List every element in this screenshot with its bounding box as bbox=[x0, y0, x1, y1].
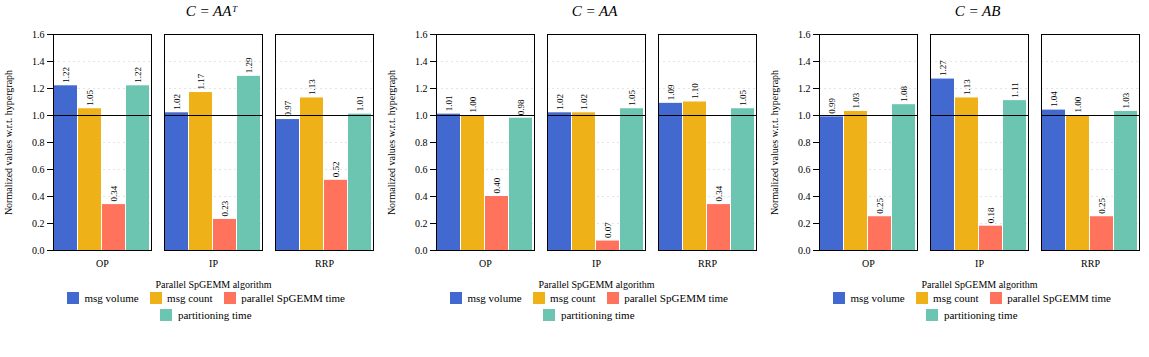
svg-text:1.00: 1.00 bbox=[468, 96, 478, 112]
svg-text:1.02: 1.02 bbox=[172, 94, 182, 110]
svg-text:RRP: RRP bbox=[315, 258, 334, 269]
svg-text:0.34: 0.34 bbox=[109, 185, 119, 201]
svg-text:1.6: 1.6 bbox=[415, 29, 428, 40]
svg-text:1.02: 1.02 bbox=[579, 94, 589, 110]
svg-text:0.2: 0.2 bbox=[798, 218, 811, 229]
svg-text:Parallel SpGEMM algorithm: Parallel SpGEMM algorithm bbox=[155, 279, 271, 290]
html-text:parallel SpGEMM time: parallel SpGEMM time bbox=[1007, 292, 1111, 305]
html-text:msg volume: msg volume bbox=[84, 292, 139, 305]
svg-text:1.04: 1.04 bbox=[1049, 91, 1059, 107]
svg-text:RRP: RRP bbox=[1081, 258, 1100, 269]
svg-text:0.25: 0.25 bbox=[875, 198, 885, 214]
svg-text:0.4: 0.4 bbox=[415, 191, 428, 202]
svg-text:0.52: 0.52 bbox=[331, 162, 341, 178]
html-text:C = AAᵀ: C = AAᵀ bbox=[185, 3, 238, 19]
html-text:C = AA: C = AA bbox=[571, 3, 618, 19]
svg-text:1.00: 1.00 bbox=[1073, 96, 1083, 112]
svg-text:RRP: RRP bbox=[698, 258, 717, 269]
html-text:msg count: msg count bbox=[933, 292, 979, 305]
svg-text:0.34: 0.34 bbox=[714, 185, 724, 201]
svg-text:1.05: 1.05 bbox=[738, 90, 748, 106]
svg-text:0.23: 0.23 bbox=[220, 200, 230, 216]
svg-text:OP: OP bbox=[862, 258, 875, 269]
html-text:msg count: msg count bbox=[550, 292, 596, 305]
svg-text:1.02: 1.02 bbox=[555, 94, 565, 110]
svg-text:1.2: 1.2 bbox=[798, 83, 811, 94]
svg-text:OP: OP bbox=[479, 258, 492, 269]
html-text:msg volume: msg volume bbox=[850, 292, 905, 305]
svg-text:1.03: 1.03 bbox=[851, 92, 861, 108]
html-text:partitioning time: partitioning time bbox=[560, 308, 635, 321]
svg-text:0.4: 0.4 bbox=[798, 191, 811, 202]
svg-text:1.11: 1.11 bbox=[1010, 82, 1020, 97]
svg-text:1.4: 1.4 bbox=[415, 56, 428, 67]
svg-text:0.98: 0.98 bbox=[516, 99, 526, 115]
svg-text:IP: IP bbox=[209, 258, 218, 269]
svg-text:0.2: 0.2 bbox=[32, 218, 45, 229]
svg-text:1.0: 1.0 bbox=[798, 110, 811, 121]
svg-text:0.40: 0.40 bbox=[492, 177, 502, 193]
svg-text:0.6: 0.6 bbox=[32, 164, 45, 175]
svg-text:0.99: 0.99 bbox=[827, 98, 837, 114]
svg-text:0.07: 0.07 bbox=[603, 222, 613, 238]
svg-text:1.0: 1.0 bbox=[415, 110, 428, 121]
svg-text:Normalized values w.r.t. hyper: Normalized values w.r.t. hypergraph bbox=[386, 70, 397, 215]
svg-text:1.6: 1.6 bbox=[798, 29, 811, 40]
svg-text:0.6: 0.6 bbox=[798, 164, 811, 175]
svg-text:1.03: 1.03 bbox=[1121, 92, 1131, 108]
svg-text:IP: IP bbox=[975, 258, 984, 269]
svg-text:0.18: 0.18 bbox=[986, 207, 996, 223]
html-text:partitioning time: partitioning time bbox=[177, 308, 252, 321]
svg-text:Normalized values w.r.t. hyper: Normalized values w.r.t. hypergraph bbox=[3, 70, 14, 215]
svg-text:1.27: 1.27 bbox=[938, 60, 948, 76]
svg-text:1.01: 1.01 bbox=[444, 95, 454, 111]
svg-text:0.8: 0.8 bbox=[415, 137, 428, 148]
svg-text:0.0: 0.0 bbox=[32, 245, 45, 256]
svg-text:0.8: 0.8 bbox=[32, 137, 45, 148]
svg-text:1.29: 1.29 bbox=[244, 57, 254, 73]
svg-text:1.22: 1.22 bbox=[133, 67, 143, 83]
svg-text:1.01: 1.01 bbox=[355, 95, 365, 111]
svg-text:1.4: 1.4 bbox=[32, 56, 45, 67]
svg-text:1.2: 1.2 bbox=[32, 83, 45, 94]
html-text:msg count: msg count bbox=[167, 292, 213, 305]
svg-text:IP: IP bbox=[592, 258, 601, 269]
svg-text:Parallel SpGEMM algorithm: Parallel SpGEMM algorithm bbox=[921, 279, 1037, 290]
svg-text:Normalized values w.r.t. hyper: Normalized values w.r.t. hypergraph bbox=[769, 70, 780, 215]
svg-text:0.8: 0.8 bbox=[798, 137, 811, 148]
html-text:parallel SpGEMM time: parallel SpGEMM time bbox=[624, 292, 728, 305]
svg-text:1.4: 1.4 bbox=[798, 56, 811, 67]
svg-text:1.22: 1.22 bbox=[61, 67, 71, 83]
svg-text:1.17: 1.17 bbox=[196, 73, 206, 89]
svg-text:0.4: 0.4 bbox=[32, 191, 45, 202]
svg-text:0.2: 0.2 bbox=[415, 218, 428, 229]
svg-text:1.13: 1.13 bbox=[307, 79, 317, 95]
html-text:msg volume: msg volume bbox=[467, 292, 522, 305]
svg-text:1.05: 1.05 bbox=[85, 90, 95, 106]
svg-text:1.2: 1.2 bbox=[415, 83, 428, 94]
svg-text:1.13: 1.13 bbox=[962, 79, 972, 95]
svg-text:1.09: 1.09 bbox=[666, 84, 676, 100]
svg-text:0.25: 0.25 bbox=[1097, 198, 1107, 214]
html-text:C = AB: C = AB bbox=[954, 3, 1001, 19]
svg-text:1.0: 1.0 bbox=[32, 110, 45, 121]
html-text:parallel SpGEMM time: parallel SpGEMM time bbox=[241, 292, 345, 305]
svg-text:OP: OP bbox=[96, 258, 109, 269]
html-text:partitioning time: partitioning time bbox=[943, 308, 1018, 321]
svg-text:1.10: 1.10 bbox=[690, 83, 700, 99]
svg-text:0.97: 0.97 bbox=[283, 100, 293, 116]
svg-text:1.05: 1.05 bbox=[627, 90, 637, 106]
svg-text:0.0: 0.0 bbox=[798, 245, 811, 256]
svg-text:0.6: 0.6 bbox=[415, 164, 428, 175]
svg-text:Parallel SpGEMM algorithm: Parallel SpGEMM algorithm bbox=[538, 279, 654, 290]
svg-text:1.08: 1.08 bbox=[899, 85, 909, 101]
svg-text:0.0: 0.0 bbox=[415, 245, 428, 256]
svg-text:1.6: 1.6 bbox=[32, 29, 45, 40]
